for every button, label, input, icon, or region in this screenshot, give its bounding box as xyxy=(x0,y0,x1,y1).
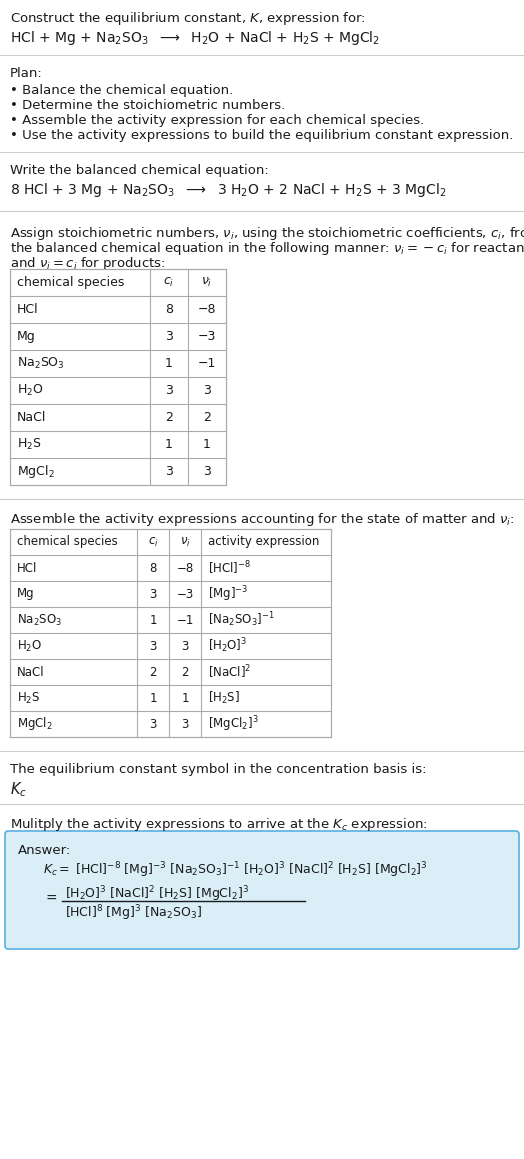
Text: HCl: HCl xyxy=(17,302,39,316)
Text: [HCl]$^{-8}$: [HCl]$^{-8}$ xyxy=(208,560,251,577)
Text: $=$: $=$ xyxy=(43,890,58,904)
Text: −8: −8 xyxy=(198,302,216,316)
Text: • Determine the stoichiometric numbers.: • Determine the stoichiometric numbers. xyxy=(10,99,285,112)
Text: [HCl]$^8$ [Mg]$^3$ [Na$_2$SO$_3$]: [HCl]$^8$ [Mg]$^3$ [Na$_2$SO$_3$] xyxy=(65,903,202,923)
Text: −3: −3 xyxy=(177,588,194,600)
Text: 8: 8 xyxy=(165,302,173,316)
Text: MgCl$_2$: MgCl$_2$ xyxy=(17,462,54,480)
Text: [H$_2$S]: [H$_2$S] xyxy=(208,690,240,706)
Text: $c_i$: $c_i$ xyxy=(148,535,158,548)
Text: • Use the activity expressions to build the equilibrium constant expression.: • Use the activity expressions to build … xyxy=(10,129,514,143)
Text: [NaCl]$^2$: [NaCl]$^2$ xyxy=(208,663,251,680)
Text: Mg: Mg xyxy=(17,588,35,600)
Text: 3: 3 xyxy=(149,717,157,730)
Text: Construct the equilibrium constant, $K$, expression for:: Construct the equilibrium constant, $K$,… xyxy=(10,10,366,27)
Text: −3: −3 xyxy=(198,330,216,343)
Text: MgCl$_2$: MgCl$_2$ xyxy=(17,715,52,732)
Text: 3: 3 xyxy=(165,330,173,343)
Text: 8: 8 xyxy=(149,561,157,575)
Text: 8 HCl + 3 Mg + Na$_2$SO$_3$  $\longrightarrow$  3 H$_2$O + 2 NaCl + H$_2$S + 3 M: 8 HCl + 3 Mg + Na$_2$SO$_3$ $\longrighta… xyxy=(10,181,446,199)
Text: chemical species: chemical species xyxy=(17,535,118,548)
Text: [Na$_2$SO$_3$]$^{-1}$: [Na$_2$SO$_3$]$^{-1}$ xyxy=(208,611,275,629)
Text: Mg: Mg xyxy=(17,330,36,343)
Text: [H$_2$O]$^3$: [H$_2$O]$^3$ xyxy=(208,636,247,655)
Text: H$_2$O: H$_2$O xyxy=(17,639,42,654)
Text: HCl: HCl xyxy=(17,561,37,575)
Text: $c_i$: $c_i$ xyxy=(163,276,174,289)
Text: −8: −8 xyxy=(177,561,194,575)
Text: Plan:: Plan: xyxy=(10,67,43,80)
Text: Na$_2$SO$_3$: Na$_2$SO$_3$ xyxy=(17,356,65,371)
Text: H$_2$S: H$_2$S xyxy=(17,691,40,706)
Text: $K_c$: $K_c$ xyxy=(10,780,27,799)
Bar xyxy=(10,529,331,737)
Text: 2: 2 xyxy=(181,665,189,678)
Text: and $\nu_i = c_i$ for products:: and $\nu_i = c_i$ for products: xyxy=(10,255,166,272)
Text: H$_2$S: H$_2$S xyxy=(17,437,42,452)
Text: Na$_2$SO$_3$: Na$_2$SO$_3$ xyxy=(17,612,62,627)
Text: 2: 2 xyxy=(149,665,157,678)
FancyBboxPatch shape xyxy=(5,831,519,949)
Text: • Assemble the activity expression for each chemical species.: • Assemble the activity expression for e… xyxy=(10,114,424,127)
Text: Assemble the activity expressions accounting for the state of matter and $\nu_i$: Assemble the activity expressions accoun… xyxy=(10,511,515,529)
Text: 1: 1 xyxy=(165,357,173,370)
Text: [MgCl$_2$]$^3$: [MgCl$_2$]$^3$ xyxy=(208,714,258,734)
Text: 3: 3 xyxy=(149,640,157,653)
Text: NaCl: NaCl xyxy=(17,665,45,678)
Text: HCl + Mg + Na$_2$SO$_3$  $\longrightarrow$  H$_2$O + NaCl + H$_2$S + MgCl$_2$: HCl + Mg + Na$_2$SO$_3$ $\longrightarrow… xyxy=(10,29,380,48)
Text: $\nu_i$: $\nu_i$ xyxy=(180,535,190,548)
Text: chemical species: chemical species xyxy=(17,276,124,289)
Text: $K_c = $ [HCl]$^{-8}$ [Mg]$^{-3}$ [Na$_2$SO$_3$]$^{-1}$ [H$_2$O]$^3$ [NaCl]$^2$ : $K_c = $ [HCl]$^{-8}$ [Mg]$^{-3}$ [Na$_2… xyxy=(43,860,428,880)
Text: 3: 3 xyxy=(181,717,189,730)
Text: Assign stoichiometric numbers, $\nu_i$, using the stoichiometric coefficients, $: Assign stoichiometric numbers, $\nu_i$, … xyxy=(10,225,524,242)
Text: [H$_2$O]$^3$ [NaCl]$^2$ [H$_2$S] [MgCl$_2$]$^3$: [H$_2$O]$^3$ [NaCl]$^2$ [H$_2$S] [MgCl$_… xyxy=(65,884,249,904)
Text: 3: 3 xyxy=(203,465,211,478)
Text: Answer:: Answer: xyxy=(18,844,71,857)
Text: 2: 2 xyxy=(203,411,211,424)
Text: 1: 1 xyxy=(149,692,157,705)
Text: the balanced chemical equation in the following manner: $\nu_i = -c_i$ for react: the balanced chemical equation in the fo… xyxy=(10,240,524,257)
Text: −1: −1 xyxy=(176,613,194,627)
Text: Write the balanced chemical equation:: Write the balanced chemical equation: xyxy=(10,165,269,177)
Text: −1: −1 xyxy=(198,357,216,370)
Bar xyxy=(10,269,226,484)
Text: activity expression: activity expression xyxy=(208,535,319,548)
Text: NaCl: NaCl xyxy=(17,411,47,424)
Text: $\nu_i$: $\nu_i$ xyxy=(201,276,213,289)
Text: 1: 1 xyxy=(203,438,211,451)
Text: 1: 1 xyxy=(165,438,173,451)
Text: 3: 3 xyxy=(165,384,173,398)
Text: The equilibrium constant symbol in the concentration basis is:: The equilibrium constant symbol in the c… xyxy=(10,763,427,777)
Text: 3: 3 xyxy=(165,465,173,478)
Text: 1: 1 xyxy=(181,692,189,705)
Text: [Mg]$^{-3}$: [Mg]$^{-3}$ xyxy=(208,584,248,604)
Text: 2: 2 xyxy=(165,411,173,424)
Text: H$_2$O: H$_2$O xyxy=(17,382,43,398)
Text: Mulitply the activity expressions to arrive at the $K_c$ expression:: Mulitply the activity expressions to arr… xyxy=(10,816,428,833)
Text: 3: 3 xyxy=(181,640,189,653)
Text: 3: 3 xyxy=(203,384,211,398)
Text: 3: 3 xyxy=(149,588,157,600)
Text: • Balance the chemical equation.: • Balance the chemical equation. xyxy=(10,83,233,97)
Text: 1: 1 xyxy=(149,613,157,627)
